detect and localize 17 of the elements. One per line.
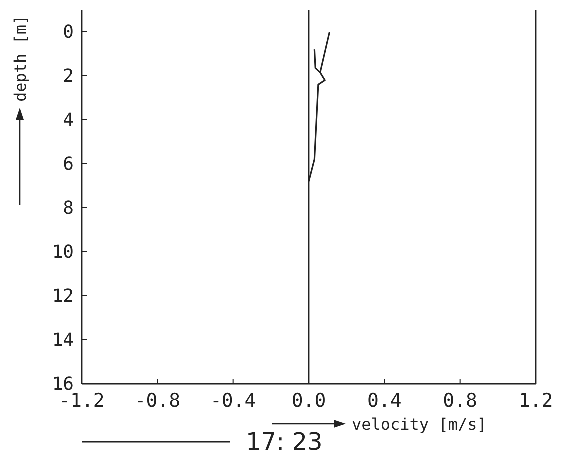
y-tick-label: 0 (63, 22, 74, 43)
x-axis-title: velocity [m/s] (352, 415, 487, 434)
legend-label: 17: 23 (246, 428, 323, 456)
x-tick-label: 0.4 (368, 390, 402, 412)
x-tick-label: 1.2 (518, 390, 554, 412)
y-tick-label: 12 (52, 286, 74, 307)
y-tick-label: 14 (52, 330, 74, 351)
y-tick-label: 6 (63, 154, 74, 175)
y-tick-label: 4 (63, 110, 74, 131)
y-tick-label: 10 (52, 242, 74, 263)
y-axis-title: depth [m] (11, 15, 30, 102)
x-tick-label: -0.8 (134, 390, 181, 412)
x-tick-label: 0.8 (443, 390, 478, 412)
y-tick-label: 2 (63, 66, 74, 87)
x-tick-label: -0.4 (210, 390, 256, 412)
y-tick-label: 8 (63, 198, 74, 219)
x-tick-label: 0.0 (292, 390, 326, 412)
